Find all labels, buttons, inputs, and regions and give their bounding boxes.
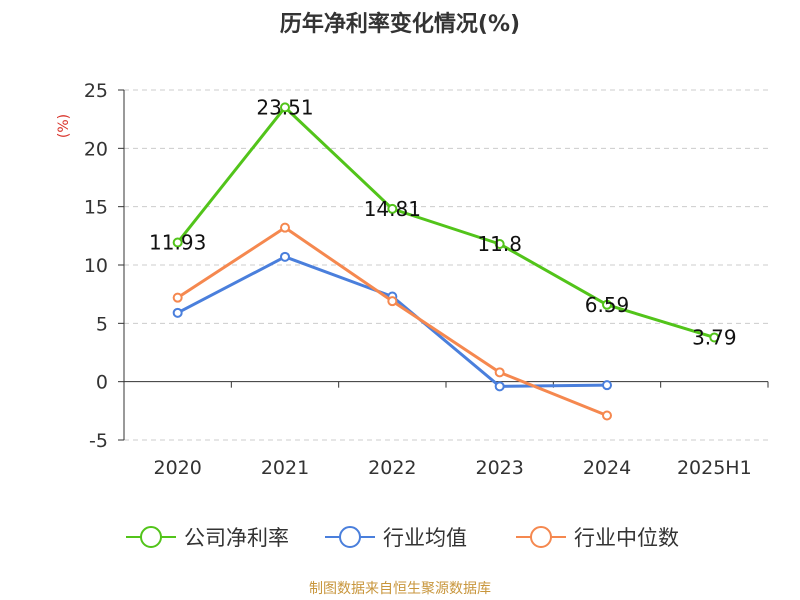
x-tick-label: 2024 <box>583 457 631 479</box>
data-point <box>602 380 612 391</box>
data-label: 11.93 <box>149 230 206 254</box>
data-point <box>709 332 720 343</box>
y-tick-label: 5 <box>96 313 108 335</box>
y-tick-label: 25 <box>84 80 108 102</box>
y-tick-label: 20 <box>84 138 108 160</box>
data-point <box>494 367 505 378</box>
data-point <box>280 102 290 113</box>
x-tick-label: 2021 <box>261 457 309 479</box>
data-point <box>280 251 290 262</box>
data-label: 11.8 <box>477 232 522 256</box>
x-tick-label: 2023 <box>475 457 523 479</box>
x-tick-label: 2022 <box>368 457 416 479</box>
x-tick-label: 2025H1 <box>677 457 752 479</box>
data-label: 6.59 <box>585 293 630 317</box>
series-line <box>176 105 715 339</box>
legend-label: 行业均值 <box>383 526 467 550</box>
data-point <box>494 381 505 392</box>
legend-label: 公司净利率 <box>184 526 289 550</box>
legend-marker <box>140 526 162 548</box>
data-point <box>387 296 398 307</box>
y-tick-label: 0 <box>96 372 108 394</box>
y-axis-label: (%) <box>56 114 72 138</box>
data-point <box>387 203 398 214</box>
y-tick-label: 15 <box>84 197 108 219</box>
data-point <box>280 222 290 233</box>
data-point <box>172 307 183 318</box>
data-label: 23.51 <box>256 95 313 119</box>
chart-title: 历年净利率变化情况(%) <box>279 12 521 37</box>
data-point <box>602 410 612 421</box>
series-line <box>176 255 608 388</box>
y-tick-label: 10 <box>84 255 108 277</box>
legend-label: 行业中位数 <box>574 526 679 550</box>
data-point <box>494 239 505 249</box>
x-tick-label: 2020 <box>153 457 201 479</box>
data-label: 14.81 <box>364 197 421 221</box>
data-label: 3.79 <box>692 325 737 349</box>
data-point <box>172 237 183 248</box>
source-note: 制图数据来自恒生聚源数据库 <box>309 581 491 597</box>
y-tick-label: -5 <box>89 430 108 452</box>
legend-marker <box>339 526 361 548</box>
data-point <box>602 299 612 310</box>
data-point <box>172 292 183 303</box>
legend-marker <box>530 526 552 548</box>
